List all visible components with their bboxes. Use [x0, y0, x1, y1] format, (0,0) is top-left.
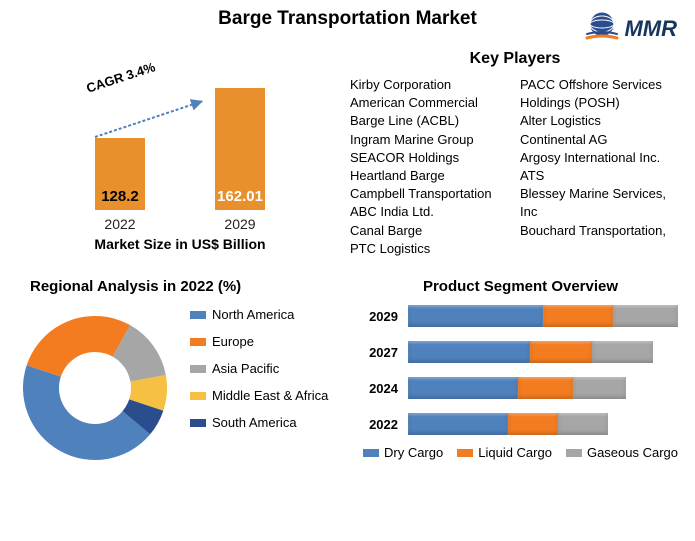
key-player-item: Campbell Transportation — [350, 185, 510, 203]
key-player-item: ATS — [520, 167, 680, 185]
key-player-item: Ingram Marine Group — [350, 131, 510, 149]
legend-label: North America — [212, 307, 294, 322]
donut-slice — [27, 316, 130, 377]
key-player-item: American Commercial Barge Line (ACBL) — [350, 94, 510, 130]
legend-label: Gaseous Cargo — [587, 445, 678, 460]
product-segment-section: Product Segment Overview 202920272024202… — [358, 278, 683, 460]
bar-value-label: 128.2 — [95, 188, 145, 205]
bar-year-label: 2029 — [215, 216, 265, 232]
key-player-item: ABC India Ltd. — [350, 203, 510, 221]
segment-bar-part — [558, 413, 608, 435]
segment-year-label: 2024 — [362, 381, 398, 396]
bar: 128.2 — [95, 60, 145, 210]
segment-bar-part — [543, 305, 613, 327]
bar: 162.01 — [215, 60, 265, 210]
legend-swatch — [566, 449, 582, 457]
regional-legend: North America Europe Asia Pacific Middle Ea… — [190, 303, 328, 473]
legend-swatch — [457, 449, 473, 457]
key-player-item: Bouchard Transportation, — [520, 222, 680, 240]
legend-item: South America — [190, 415, 328, 430]
key-player-item: Heartland Barge — [350, 167, 510, 185]
product-segment-legend: Dry Cargo Liquid Cargo Gaseous Cargo — [358, 445, 683, 460]
logo-text: MMR — [624, 16, 677, 42]
legend-item: Dry Cargo — [363, 445, 443, 460]
segment-bar-part — [408, 413, 508, 435]
product-segment-chart: 2029 2027 2024 2022 — [358, 305, 683, 435]
segment-bar — [408, 341, 653, 363]
segment-bar-part — [408, 305, 543, 327]
legend-item: Middle East & Africa — [190, 388, 328, 403]
segment-bar-part — [408, 377, 518, 399]
key-players-col-2: PACC Offshore Services Holdings (POSH)Al… — [520, 76, 680, 258]
legend-label: Middle East & Africa — [212, 388, 328, 403]
key-player-item: Blessey Marine Services, Inc — [520, 185, 680, 221]
legend-item: Gaseous Cargo — [566, 445, 678, 460]
legend-label: Dry Cargo — [384, 445, 443, 460]
legend-label: Liquid Cargo — [478, 445, 552, 460]
segment-bar-part — [408, 341, 530, 363]
segment-row: 2029 — [362, 305, 683, 327]
segment-year-label: 2022 — [362, 417, 398, 432]
legend-swatch — [190, 365, 206, 373]
segment-bar — [408, 413, 608, 435]
segment-year-label: 2027 — [362, 345, 398, 360]
segment-bar-part — [530, 341, 592, 363]
regional-analysis-section: Regional Analysis in 2022 (%) North Amer… — [10, 278, 350, 473]
legend-swatch — [363, 449, 379, 457]
segment-row: 2027 — [362, 341, 683, 363]
segment-row: 2022 — [362, 413, 683, 435]
regional-analysis-title: Regional Analysis in 2022 (%) — [30, 278, 350, 295]
legend-label: South America — [212, 415, 297, 430]
segment-bar-part — [573, 377, 626, 399]
key-players-title: Key Players — [350, 50, 680, 68]
product-segment-title: Product Segment Overview — [358, 278, 683, 295]
key-player-item: Kirby Corporation — [350, 76, 510, 94]
key-players-col-1: Kirby CorporationAmerican Commercial Bar… — [350, 76, 510, 258]
globe-icon — [582, 6, 622, 51]
key-players-section: Key Players Kirby CorporationAmerican Co… — [350, 50, 680, 258]
key-player-item: Continental AG — [520, 131, 680, 149]
segment-bar-part — [613, 305, 678, 327]
brand-logo: MMR — [582, 6, 677, 51]
segment-row: 2024 — [362, 377, 683, 399]
regional-donut-chart — [10, 303, 180, 473]
key-player-item: Alter Logistics — [520, 112, 680, 130]
legend-swatch — [190, 419, 206, 427]
segment-bar-part — [592, 341, 653, 363]
legend-item: Liquid Cargo — [457, 445, 552, 460]
legend-swatch — [190, 392, 206, 400]
segment-bar-part — [508, 413, 558, 435]
key-player-item: Argosy International Inc. — [520, 149, 680, 167]
bar-year-label: 2022 — [95, 216, 145, 232]
bar-chart-caption: Market Size in US$ Billion — [30, 236, 330, 252]
legend-item: North America — [190, 307, 328, 322]
legend-item: Asia Pacific — [190, 361, 328, 376]
legend-swatch — [190, 338, 206, 346]
market-size-bar-chart: CAGR 3.4% 128.2162.01 20222029 Market Si… — [30, 60, 330, 260]
segment-bar — [408, 377, 626, 399]
segment-year-label: 2029 — [362, 309, 398, 324]
legend-label: Asia Pacific — [212, 361, 279, 376]
key-player-item: SEACOR Holdings — [350, 149, 510, 167]
key-player-item: Canal Barge — [350, 222, 510, 240]
bar-value-label: 162.01 — [215, 188, 265, 205]
legend-label: Europe — [212, 334, 254, 349]
legend-swatch — [190, 311, 206, 319]
legend-item: Europe — [190, 334, 328, 349]
segment-bar — [408, 305, 678, 327]
key-player-item: PACC Offshore Services Holdings (POSH) — [520, 76, 680, 112]
segment-bar-part — [518, 377, 573, 399]
key-player-item: PTC Logistics — [350, 240, 510, 258]
